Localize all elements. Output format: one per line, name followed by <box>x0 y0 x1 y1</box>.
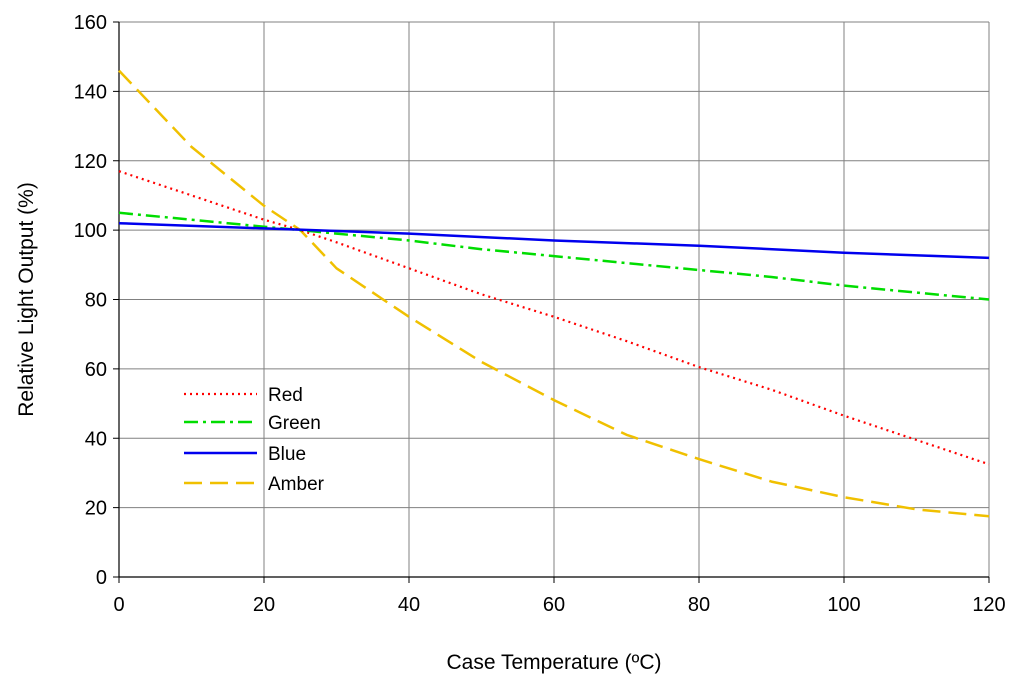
y-tick-label: 120 <box>74 151 107 173</box>
series-line-red <box>118 170 990 466</box>
x-tick-label: 100 <box>827 594 860 616</box>
legend-label-green: Green <box>268 413 321 434</box>
legend-label-blue: Blue <box>268 444 306 465</box>
x-axis-label: Case Temperature (ºC) <box>446 651 661 674</box>
y-tick-label: 160 <box>74 12 107 34</box>
y-tick-labels: 0 20 40 60 80 100 120 140 160 <box>74 12 107 589</box>
x-tick-labels: 0 20 40 60 80 100 120 <box>113 594 1005 616</box>
y-tick-label: 140 <box>74 81 107 103</box>
grid <box>119 21 990 577</box>
x-tick-label: 80 <box>688 594 710 616</box>
series-line-amber <box>118 69 990 518</box>
x-tick-label: 120 <box>972 594 1005 616</box>
y-tick-label: 60 <box>85 359 107 381</box>
legend-label-amber: Amber <box>268 474 325 495</box>
y-tick-label: 40 <box>85 428 107 450</box>
y-tick-label: 20 <box>85 498 107 520</box>
legend-label-red: Red <box>268 385 303 406</box>
x-tick-label: 0 <box>113 594 124 616</box>
legend: Red Green Blue Amber <box>184 385 325 495</box>
axes <box>113 21 990 583</box>
x-tick-label: 40 <box>398 594 420 616</box>
x-tick-label: 60 <box>543 594 565 616</box>
series-line-blue <box>118 221 990 260</box>
y-axis-label: Relative Light Output (%) <box>15 182 38 417</box>
y-tick-label: 0 <box>96 567 107 589</box>
series-lines <box>118 69 990 518</box>
x-tick-label: 20 <box>253 594 275 616</box>
y-tick-label: 80 <box>85 290 107 312</box>
y-tick-label: 100 <box>74 220 107 242</box>
